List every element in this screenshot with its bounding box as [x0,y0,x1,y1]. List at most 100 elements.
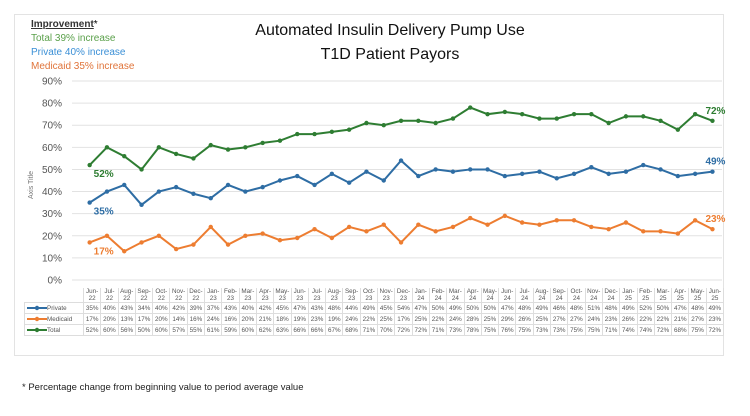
data-point-total [122,153,127,159]
table-cell: 47% [671,302,690,314]
table-cell: 24% [584,313,603,325]
data-point-medicaid [104,233,110,238]
table-cell: 21% [671,313,690,325]
data-point-medicaid [589,224,594,230]
data-point-private [122,182,127,188]
data-point-private [173,184,179,190]
data-point-total [312,131,317,137]
legend-key: Private [24,302,84,314]
table-header-cell: Sep- 22 [134,288,154,303]
data-point-private [692,171,698,177]
data-point-medicaid [277,238,283,243]
data-point-private [381,178,386,183]
table-cell: 23% [705,313,724,325]
legend-marker-icon [27,305,47,311]
table-cell: 66% [307,324,327,336]
table-cell: 48% [325,302,344,314]
data-point-medicaid [243,233,248,238]
table-cell: 46% [550,302,569,314]
data-point-total [225,147,231,152]
table-header-cell: Feb- 24 [428,288,448,303]
table-cell: 75% [567,324,586,336]
table-cell: 25% [480,313,500,325]
table-cell: 60% [152,324,171,336]
table-cell: 73% [532,324,552,336]
table-cell: 55% [186,324,206,336]
legend-label: Private [47,304,67,312]
table-cell: 50% [463,302,482,314]
table-cell: 71% [601,324,621,336]
improvement-box: Improvement* Total 39% increase Private … [31,18,134,74]
table-cell: 19% [325,313,344,325]
data-point-total [295,131,300,137]
data-point-private [225,182,231,188]
data-point-total [416,118,421,124]
last-value-label: 49% [705,157,725,168]
table-cell: 50% [480,302,500,314]
data-point-private [139,202,144,208]
data-point-medicaid [450,224,456,230]
data-point-total [260,140,265,146]
table-cell: 45% [377,302,396,314]
table-cell: 19% [290,313,309,325]
table-cell: 42% [255,302,275,314]
data-point-medicaid [623,220,629,225]
table-cell: 49% [705,302,724,314]
data-point-total [641,114,646,119]
data-point-private [191,191,196,196]
table-cell: 75% [688,324,707,336]
data-point-medicaid [191,242,196,247]
data-point-private [502,173,508,179]
data-point-medicaid [329,235,335,241]
table-cell: 22% [636,313,655,325]
data-point-private [710,169,715,174]
table-cell: 47% [411,302,430,314]
data-point-total [589,111,594,117]
table-cell: 76% [498,324,517,336]
table-header-cell: Nov- 24 [584,288,603,303]
data-point-medicaid [122,249,127,254]
table-cell: 25% [377,313,396,325]
improvement-heading: Improvement [31,19,94,30]
improvement-private: Private 40% increase [31,47,126,58]
table-header-cell: Aug- 22 [117,288,136,303]
y-tick-label: 80% [42,99,62,110]
table-cell: 60% [100,324,119,336]
table-row: Total 52% 60% 56% 50% 60% 57% 55% 61% 59% 60% 62% 63… [24,324,724,336]
data-point-total [675,127,681,132]
table-cell: 48% [515,302,534,314]
data-point-private [571,171,577,177]
data-point-medicaid [554,218,559,223]
table-cell: 16% [186,313,206,325]
table-cell: 39% [186,302,206,314]
data-point-medicaid [675,231,681,236]
table-cell: 75% [584,324,603,336]
table-header-cell: Aug- 24 [532,288,552,303]
data-point-total [173,151,179,157]
data-point-medicaid [606,226,611,232]
table-row: Medicaid 17% 20% 13% 17% 20% 14% 16% 24% 16% 20% 21… [24,313,724,325]
table-cell: 78% [463,324,482,336]
table-cell: 67% [325,324,344,336]
table-cell: 17% [394,313,413,325]
data-point-total [346,127,352,132]
data-point-medicaid [398,240,404,245]
table-header-cell: Feb- 23 [221,288,240,303]
table-cell: 57% [169,324,188,336]
data-point-medicaid [364,229,369,234]
table-cell: 44% [342,302,361,314]
data-point-total [468,105,473,110]
first-value-label: 52% [94,169,114,180]
legend-label: Medicaid [47,315,73,323]
table-header-cell: Jun- 25 [705,288,724,303]
data-point-private [398,158,404,163]
table-cell: 60% [238,324,257,336]
data-point-total [243,145,248,150]
table-cell: 43% [307,302,327,314]
y-tick-label: 20% [42,231,62,242]
data-point-total [87,162,92,168]
data-point-medicaid [312,226,317,232]
table-cell: 68% [342,324,361,336]
data-point-total [139,167,144,172]
table-cell: 63% [273,324,292,336]
